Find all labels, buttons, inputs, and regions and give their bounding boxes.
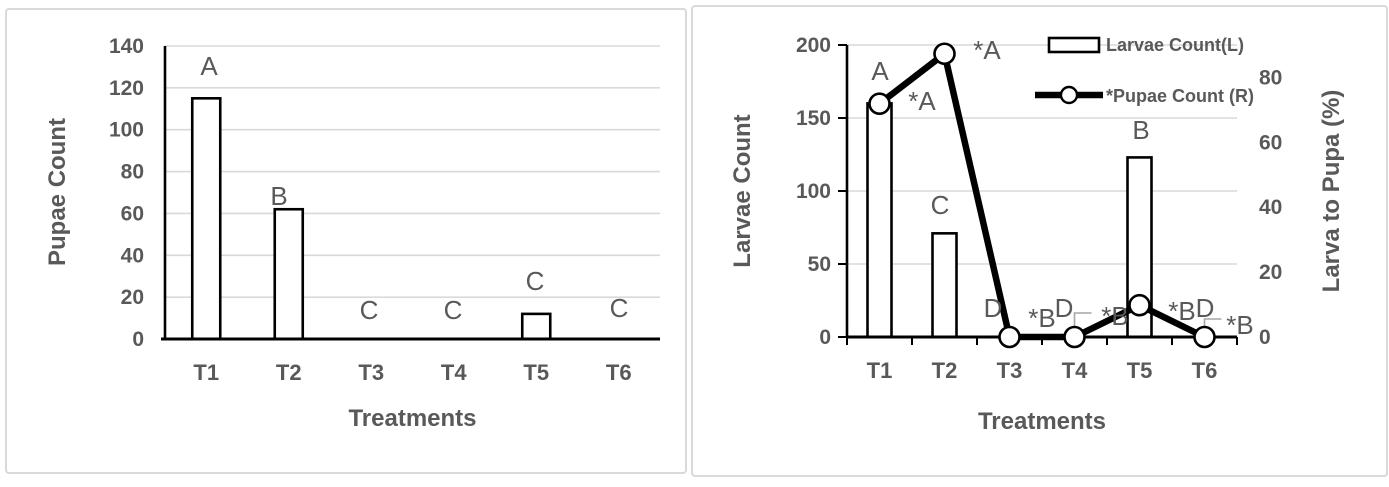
line-marker-T6 [1193,325,1216,349]
bar-stat-letter: A [871,56,889,86]
line-stat-letter: *B [1101,301,1128,331]
x-category-label: T6 [1192,358,1218,383]
x-category-label: T1 [193,360,219,385]
x-category-label: T2 [932,358,958,383]
pupae-bar-T5 [520,312,552,341]
line-marker-T5 [1128,293,1151,317]
pupae-bar-chart: 0 20 40 60 80 100 120 140 T1 T2 T3 T4 T5 T6 Treatments… [44,35,660,432]
legend-label-larvae: Larvae Count(L) [1106,35,1244,55]
bar-stat-letter: C [360,295,379,325]
line-stat-letter: *A [973,35,1001,65]
y-tick-label: 40 [121,244,144,267]
y-tick-label: 60 [121,202,144,225]
pupae-chart-panel: 0 20 40 60 80 100 120 140 T1 T2 T3 T4 T5 T6 Treatments… [5,8,687,474]
y-tick-label: 0 [132,328,144,351]
pupae-bar-T2 [273,207,305,341]
larvae-combo-chart-panel: 0 50 100 150 200 0 20 40 60 80 T1 T2 T3 T4 T5 T6 Treatme… [691,5,1388,477]
data-label-leader-line [1073,312,1092,331]
bar-stat-letter: C [610,293,629,323]
right-y-tick-label: 40 [1259,196,1282,219]
bar-stat-letter: B [270,181,287,211]
bar-stat-letter: D [984,293,1003,323]
pupae-percent-line [877,50,1206,341]
legend-bar-swatch [1047,36,1101,54]
x-category-label: T3 [358,360,384,385]
line-stat-letter: *B [1226,310,1253,340]
left-y-tick-label: 100 [796,180,831,203]
left-y-axis-title: Larvae Count [729,114,756,267]
larvae-combo-chart: 0 50 100 150 200 0 20 40 60 80 T1 T2 T3 T4 T5 T6 Treatme… [729,34,1345,435]
x-category-label: T4 [1062,358,1088,383]
x-category-label: T5 [523,360,549,385]
line-marker-T3 [998,325,1021,349]
bar-stat-letter: C [526,266,545,296]
line-marker-T2 [933,42,956,66]
larvae-bar-T1 [866,102,893,339]
left-y-tick-label: 50 [808,253,831,276]
right-y-tick-label: 60 [1259,131,1282,154]
left-y-tick-label: 200 [796,34,831,57]
bar-stat-letter: A [200,51,218,81]
larvae-bar-T2 [931,232,958,339]
x-category-label: T4 [441,360,467,385]
right-y-tick-label: 0 [1259,326,1271,349]
left-y-tick-label: 150 [796,107,831,130]
bar-stat-letter: C [444,295,463,325]
bar-stat-letter: C [931,190,950,220]
line-stat-letter: *B [1028,303,1055,333]
bar-stat-letter: D [1196,293,1215,323]
bar-stat-letter: B [1132,115,1149,145]
x-category-label: T3 [997,358,1023,383]
x-category-label: T5 [1127,358,1153,383]
x-axis-title: Treatments [978,408,1106,435]
x-axis-title: Treatments [348,405,476,432]
right-y-tick-label: 80 [1259,66,1282,89]
right-y-axis-title: Larva to Pupa (%) [1318,90,1345,293]
pupae-bar-T1 [190,97,222,341]
left-y-tick-label: 0 [819,326,831,349]
y-tick-label: 140 [109,35,144,58]
right-y-tick-label: 20 [1259,261,1282,284]
line-marker-T1 [868,92,891,116]
y-tick-label: 120 [109,77,144,100]
x-category-label: T2 [276,360,302,385]
legend-line-marker [1059,85,1079,105]
y-tick-label: 100 [109,119,144,142]
line-stat-letter: *B [1168,296,1195,326]
line-marker-T4 [1063,325,1086,349]
legend-label-pupae: *Pupae Count (R) [1106,86,1254,106]
y-tick-label: 80 [121,161,144,184]
x-category-label: T6 [606,360,632,385]
line-stat-letter: *A [908,86,936,116]
y-tick-label: 20 [121,286,144,309]
bar-stat-letter: D [1055,293,1074,323]
x-category-label: T1 [867,358,893,383]
y-axis-title: Pupae Count [44,118,71,266]
